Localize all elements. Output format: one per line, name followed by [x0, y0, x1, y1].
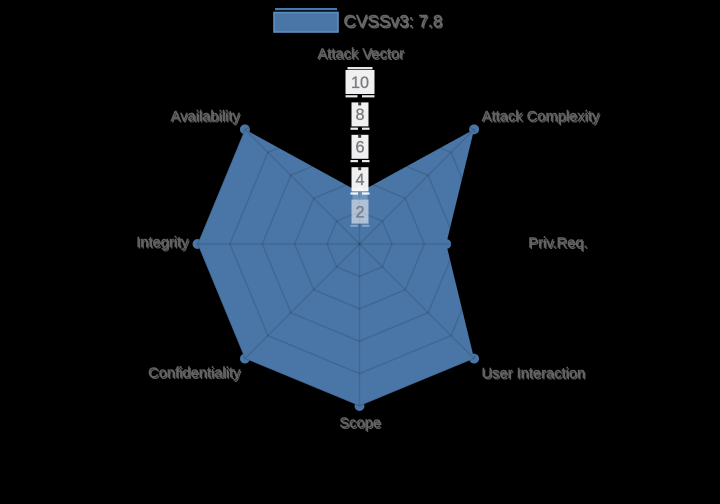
svg-text:User Interaction: User Interaction — [482, 366, 586, 382]
svg-text:Confidentiality: Confidentiality — [148, 365, 241, 381]
svg-text:Availability: Availability — [171, 109, 241, 125]
svg-text:Confidentiality: Confidentiality — [149, 367, 242, 383]
svg-text:Availability: Availability — [172, 110, 242, 126]
svg-text:Attack Complexity: Attack Complexity — [483, 111, 601, 127]
svg-text:User Interaction: User Interaction — [483, 368, 587, 384]
svg-text:Attack Complexity: Attack Complexity — [482, 109, 600, 125]
svg-text:6: 6 — [355, 139, 364, 157]
svg-text:4: 4 — [355, 171, 364, 189]
svg-text:Scope: Scope — [341, 417, 383, 433]
svg-text:Integrity: Integrity — [137, 237, 190, 253]
svg-text:Priv.Req.: Priv.Req. — [528, 236, 587, 252]
svg-text:2: 2 — [355, 203, 364, 221]
svg-text:Attack Vector: Attack Vector — [318, 47, 405, 63]
svg-text:CVSSv3: 7.8: CVSSv3: 7.8 — [344, 11, 443, 31]
svg-text:CVSSv3: 7.8: CVSSv3: 7.8 — [345, 12, 444, 32]
svg-text:Attack Vector: Attack Vector — [319, 48, 406, 64]
svg-text:10: 10 — [351, 74, 369, 92]
svg-text:8: 8 — [355, 106, 364, 124]
svg-text:Integrity: Integrity — [136, 235, 189, 251]
svg-text:Priv.Req.: Priv.Req. — [530, 237, 589, 253]
svg-text:Scope: Scope — [339, 416, 381, 432]
